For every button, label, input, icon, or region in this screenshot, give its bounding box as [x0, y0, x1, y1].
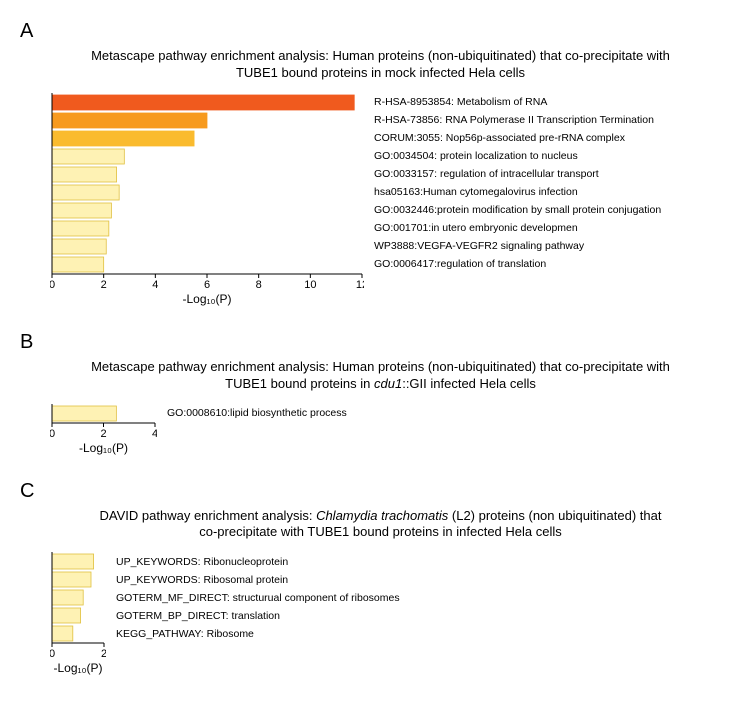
panel-a-title: Metascape pathway enrichment analysis: H… — [50, 48, 711, 82]
title-line2-pre: TUBE1 bound proteins in — [225, 376, 374, 391]
bar — [52, 406, 116, 421]
panel-b-labels: GO:0008610:lipid biosynthetic process — [167, 403, 347, 421]
bar — [52, 203, 111, 218]
bar — [52, 131, 194, 146]
tick-label: 0 — [50, 279, 55, 290]
bar-label: GO:001701:in utero embryonic developmen — [374, 221, 661, 236]
panel-a-chart: 0 2 4 6 8 10 12 — [50, 92, 364, 290]
panel-b: B Metascape pathway enrichment analysis:… — [20, 331, 711, 455]
title-line2-post: ::GII infected Hela cells — [402, 376, 536, 391]
tick-label: 4 — [152, 279, 158, 290]
bar-label: R-HSA-73856: RNA Polymerase II Transcrip… — [374, 113, 661, 128]
panel-letter-c: C — [20, 480, 711, 503]
tick-label: 0 — [50, 648, 55, 659]
panel-a: A Metascape pathway enrichment analysis:… — [20, 20, 711, 306]
title-line1-pre: DAVID pathway enrichment analysis: — [100, 508, 317, 523]
bar — [52, 149, 124, 164]
tick-label: 0 — [50, 428, 55, 439]
bar — [52, 221, 109, 236]
bar-label: GOTERM_BP_DIRECT: translation — [116, 608, 400, 623]
bar-label: R-HSA-8953854: Metabolism of RNA — [374, 95, 661, 110]
tick-label: 4 — [152, 428, 157, 439]
bar — [52, 167, 117, 182]
bar — [52, 239, 106, 254]
title-line1-post: (L2) proteins (non ubiquitinated) that — [448, 508, 661, 523]
panel-b-title: Metascape pathway enrichment analysis: H… — [50, 359, 711, 393]
bar — [52, 608, 81, 623]
panel-c-title: DAVID pathway enrichment analysis: Chlam… — [50, 508, 711, 542]
tick-label: 2 — [101, 648, 106, 659]
panel-c: C DAVID pathway enrichment analysis: Chl… — [20, 480, 711, 676]
tick-label: 8 — [256, 279, 262, 290]
bar-label: GO:0008610:lipid biosynthetic process — [167, 406, 347, 421]
title-line1: Metascape pathway enrichment analysis: H… — [91, 48, 670, 63]
panel-a-xlabel: -Log₁₀(P) — [182, 292, 231, 306]
bar-label: hsa05163:Human cytomegalovirus infection — [374, 185, 661, 200]
bar — [52, 185, 119, 200]
bar-label: UP_KEYWORDS: Ribonucleoprotein — [116, 554, 400, 569]
bar — [52, 257, 104, 272]
panel-c-chart-area: 02 -Log₁₀(P) UP_KEYWORDS: Ribonucleoprot… — [50, 551, 711, 675]
title-line2: co-precipitate with TUBE1 bound proteins… — [199, 524, 562, 539]
panel-c-svg-col: 02 -Log₁₀(P) — [50, 551, 106, 675]
bar-label: GOTERM_MF_DIRECT: structurual component … — [116, 590, 400, 605]
bar — [52, 554, 94, 569]
panel-letter-a: A — [20, 20, 711, 43]
bar — [52, 626, 73, 641]
panel-b-xlabel: -Log₁₀(P) — [79, 441, 128, 455]
bar — [52, 590, 83, 605]
panel-a-chart-area: 0 2 4 6 8 10 12 -Log₁₀(P) R-HSA-8953854: Metab… — [50, 92, 711, 306]
panel-a-svg-col: 0 2 4 6 8 10 12 -Log₁₀(P) — [50, 92, 364, 306]
panel-b-svg-col: 0 2 4 -Log₁₀(P) — [50, 403, 157, 455]
title-line2-italic: cdu1 — [374, 376, 402, 391]
bar-label: WP3888:VEGFA-VEGFR2 signaling pathway — [374, 239, 661, 254]
bar-label: GO:0006417:regulation of translation — [374, 257, 661, 272]
panel-letter-b: B — [20, 331, 711, 354]
tick-label: 10 — [304, 279, 316, 290]
tick-label: 12 — [356, 279, 364, 290]
title-line1: Metascape pathway enrichment analysis: H… — [91, 359, 670, 374]
panel-c-xlabel: -Log₁₀(P) — [53, 661, 102, 675]
bar — [52, 113, 207, 128]
panel-c-chart: 02 — [50, 551, 106, 659]
bar — [52, 95, 354, 110]
bar-label: UP_KEYWORDS: Ribosomal protein — [116, 572, 400, 587]
bar — [52, 572, 91, 587]
bar-label: CORUM:3055: Nop56p-associated pre-rRNA c… — [374, 131, 661, 146]
bar-label: GO:0032446:protein modification by small… — [374, 203, 661, 218]
bar-label: GO:0034504: protein localization to nucl… — [374, 149, 661, 164]
title-line1-italic: Chlamydia trachomatis — [316, 508, 448, 523]
tick-label: 2 — [100, 428, 106, 439]
title-line2: TUBE1 bound proteins in mock infected He… — [236, 65, 525, 80]
bar-label: KEGG_PATHWAY: Ribosome — [116, 626, 400, 641]
tick-label: 6 — [204, 279, 210, 290]
tick-label: 2 — [101, 279, 107, 290]
panel-a-labels: R-HSA-8953854: Metabolism of RNA R-HSA-73… — [374, 92, 661, 272]
panel-b-chart-area: 0 2 4 -Log₁₀(P) GO:0008610:lipid biosynthe… — [50, 403, 711, 455]
panel-c-labels: UP_KEYWORDS: Ribonucleoprotein UP_KEYWORD… — [116, 551, 400, 641]
panel-b-chart: 0 2 4 — [50, 403, 157, 439]
bar-label: GO:0033157: regulation of intracellular … — [374, 167, 661, 182]
